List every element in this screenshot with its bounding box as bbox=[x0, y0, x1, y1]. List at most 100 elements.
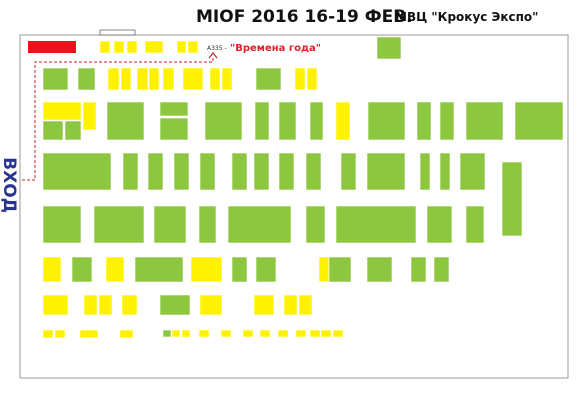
booth bbox=[255, 256, 277, 283]
booth bbox=[113, 40, 125, 54]
booth bbox=[231, 152, 248, 191]
booth bbox=[42, 205, 82, 244]
booth bbox=[283, 294, 298, 316]
booth bbox=[173, 152, 190, 191]
booth bbox=[144, 40, 164, 54]
booth bbox=[328, 256, 352, 283]
booth bbox=[277, 329, 289, 338]
route bbox=[22, 57, 214, 181]
booth bbox=[159, 101, 189, 117]
booth bbox=[259, 329, 271, 338]
booth bbox=[367, 101, 406, 141]
booth bbox=[153, 205, 187, 244]
booth bbox=[253, 294, 275, 316]
booth bbox=[335, 101, 351, 141]
booth bbox=[410, 256, 427, 283]
booth bbox=[199, 152, 216, 191]
booth bbox=[255, 67, 282, 91]
booth bbox=[121, 294, 138, 316]
booth bbox=[278, 101, 297, 141]
booth bbox=[82, 101, 97, 131]
booth bbox=[99, 40, 111, 54]
booth bbox=[42, 67, 69, 91]
booth bbox=[278, 152, 295, 191]
booth bbox=[98, 294, 113, 316]
booth bbox=[190, 256, 223, 283]
booth bbox=[501, 161, 523, 237]
booth bbox=[254, 101, 270, 141]
booth bbox=[120, 67, 132, 91]
booth bbox=[320, 329, 332, 338]
booth bbox=[181, 329, 191, 338]
booth bbox=[231, 256, 248, 283]
booth bbox=[416, 101, 432, 141]
venue: МВЦ "Крокус Экспо" bbox=[395, 10, 538, 24]
booth bbox=[335, 205, 417, 244]
booth bbox=[105, 256, 125, 283]
booth bbox=[79, 329, 99, 339]
booth bbox=[176, 40, 187, 54]
booth bbox=[147, 152, 164, 191]
booth bbox=[439, 101, 455, 141]
booth bbox=[106, 101, 145, 141]
booth bbox=[42, 101, 82, 121]
booth bbox=[253, 152, 270, 191]
booth bbox=[376, 36, 402, 60]
booth bbox=[64, 120, 82, 141]
booth bbox=[42, 152, 112, 191]
booth bbox=[134, 256, 184, 283]
booth bbox=[227, 205, 292, 244]
hall-border bbox=[19, 34, 569, 379]
booth bbox=[107, 67, 120, 91]
booth bbox=[148, 67, 160, 91]
booth-name: "Времена года" bbox=[230, 43, 321, 54]
booth bbox=[366, 256, 393, 283]
booth bbox=[459, 152, 486, 191]
booth bbox=[182, 67, 204, 91]
booth bbox=[187, 40, 199, 54]
booth bbox=[159, 294, 191, 316]
outline-booth bbox=[99, 29, 136, 36]
booth bbox=[309, 101, 324, 141]
booth bbox=[71, 256, 93, 283]
booth bbox=[54, 329, 66, 339]
booth bbox=[426, 205, 453, 244]
booth bbox=[366, 152, 406, 191]
booth bbox=[126, 40, 138, 54]
booth-red bbox=[28, 41, 76, 53]
booth bbox=[122, 152, 139, 191]
booth bbox=[242, 329, 254, 338]
booth bbox=[83, 294, 98, 316]
booth bbox=[305, 205, 326, 244]
booth bbox=[204, 101, 243, 141]
title: MIOF 2016 16-19 ФЕВ. bbox=[196, 7, 413, 27]
booth-code: A335 - bbox=[207, 45, 227, 52]
booth bbox=[199, 294, 223, 316]
booth bbox=[294, 67, 306, 91]
booths bbox=[42, 36, 564, 339]
route-arrow bbox=[208, 52, 218, 59]
entrance-label: ВХОД bbox=[0, 157, 19, 213]
booth bbox=[340, 152, 357, 191]
booth bbox=[42, 329, 54, 339]
booth bbox=[465, 205, 485, 244]
booth bbox=[318, 256, 330, 283]
booth bbox=[419, 152, 431, 191]
booth bbox=[159, 117, 189, 141]
booth bbox=[305, 152, 322, 191]
booth bbox=[209, 67, 221, 91]
booth bbox=[42, 294, 69, 316]
booth bbox=[119, 329, 134, 339]
booth bbox=[171, 329, 181, 338]
booth bbox=[298, 294, 313, 316]
booth bbox=[306, 67, 318, 91]
booth bbox=[77, 67, 96, 91]
booth bbox=[42, 256, 62, 283]
booth bbox=[42, 120, 64, 141]
booth bbox=[295, 329, 307, 338]
booth bbox=[309, 329, 321, 338]
booth bbox=[162, 67, 175, 91]
booth bbox=[221, 67, 233, 91]
booth bbox=[439, 152, 451, 191]
